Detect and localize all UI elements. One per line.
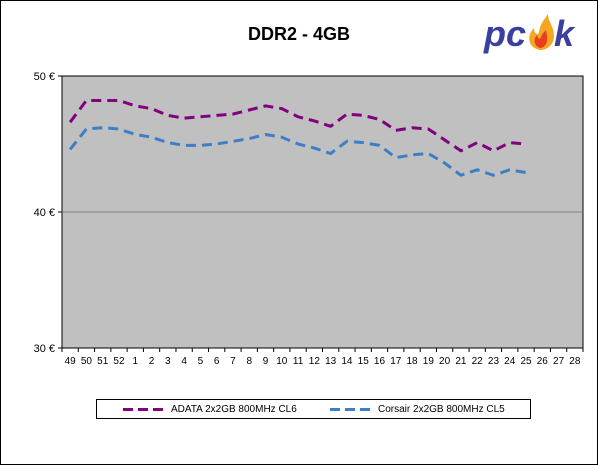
logo-text-k: k (554, 13, 576, 54)
x-tick-label: 50 (81, 356, 93, 367)
x-tick-label: 17 (390, 356, 402, 367)
x-tick-label: 28 (569, 356, 581, 367)
x-tick-label: 22 (472, 356, 484, 367)
x-tick-label: 10 (276, 356, 288, 367)
x-tick-label: 52 (113, 356, 125, 367)
x-tick-label: 11 (293, 356, 304, 367)
x-tick-label: 25 (520, 356, 532, 367)
x-tick-label: 16 (374, 356, 386, 367)
x-axis-ticks: 49 50 51 52 1 2 3 4 5 6 7 8 9 10 11 12 13 14 15 16 17 18 19 20 2… (61, 348, 584, 367)
x-tick-label: 51 (97, 356, 109, 367)
x-tick-label: 4 (181, 356, 187, 367)
x-tick-label: 12 (309, 356, 321, 367)
x-tick-label: 21 (455, 356, 467, 367)
x-tick-label: 27 (553, 356, 565, 367)
legend-label-corsair: Corsair 2x2GB 800MHz CL5 (378, 403, 505, 415)
chart-title: DDR2 - 4GB (247, 24, 350, 44)
x-tick-label: 20 (439, 356, 451, 367)
y-tick-label: 50 € (34, 71, 55, 83)
x-tick-label: 9 (263, 356, 269, 367)
x-tick-label: 18 (406, 356, 418, 367)
legend-swatch-adata (123, 407, 163, 411)
series-lines (68, 99, 527, 177)
x-tick-label: 6 (214, 356, 220, 367)
legend: ADATA 2x2GB 800MHz CL6 Corsair 2x2GB 800… (96, 399, 531, 419)
legend-item-corsair: Corsair 2x2GB 800MHz CL5 (330, 400, 505, 418)
y-tick-label: 40 € (34, 207, 55, 219)
x-tick-label: 24 (504, 356, 516, 367)
x-tick-label: 7 (230, 356, 236, 367)
x-tick-label: 14 (341, 356, 353, 367)
legend-label-adata: ADATA 2x2GB 800MHz CL6 (171, 403, 297, 415)
x-tick-label: 13 (325, 356, 337, 367)
x-tick-label: 5 (198, 356, 204, 367)
legend-swatch-corsair (330, 407, 370, 411)
flame-icon (529, 14, 554, 50)
x-tick-label: 2 (149, 356, 155, 367)
x-tick-label: 3 (165, 356, 171, 367)
logo-text-pc: pc (483, 13, 526, 54)
series-line-adata (68, 99, 527, 153)
x-tick-label: 49 (65, 356, 77, 367)
logo: pc k (483, 13, 576, 54)
y-axis-ticks: 30 € 40 € 50 € (34, 71, 62, 355)
x-tick-label: 19 (423, 356, 435, 367)
legend-item-adata: ADATA 2x2GB 800MHz CL6 (123, 400, 297, 418)
series-line-corsair (68, 126, 527, 177)
x-tick-label: 8 (246, 356, 252, 367)
x-tick-label: 1 (132, 356, 138, 367)
x-tick-label: 26 (537, 356, 549, 367)
y-tick-label: 30 € (34, 343, 55, 355)
x-tick-label: 15 (358, 356, 370, 367)
x-tick-label: 23 (488, 356, 500, 367)
